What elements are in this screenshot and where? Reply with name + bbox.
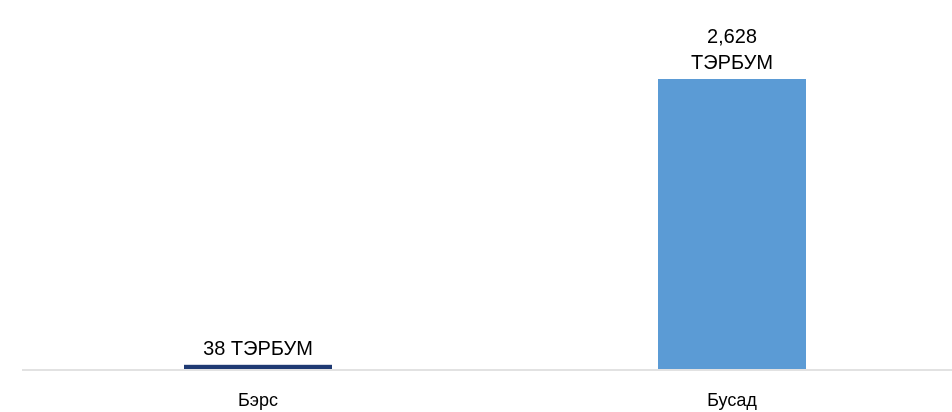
data-label-2-line-1: 2,628 [707,26,757,48]
data-label-2-line-2: ТЭРБУМ [691,52,773,74]
labels-layer: 38 ТЭРБУМ Бэрс 2,628 ТЭРБУМ Бусад [203,26,773,410]
category-label-2: Бусад [707,390,757,410]
bar-1 [184,364,332,369]
bars-layer [184,79,806,369]
data-label-1-line-1: 38 ТЭРБУМ [203,338,313,360]
category-label-1: Бэрс [238,390,278,410]
bar-2 [658,79,806,369]
